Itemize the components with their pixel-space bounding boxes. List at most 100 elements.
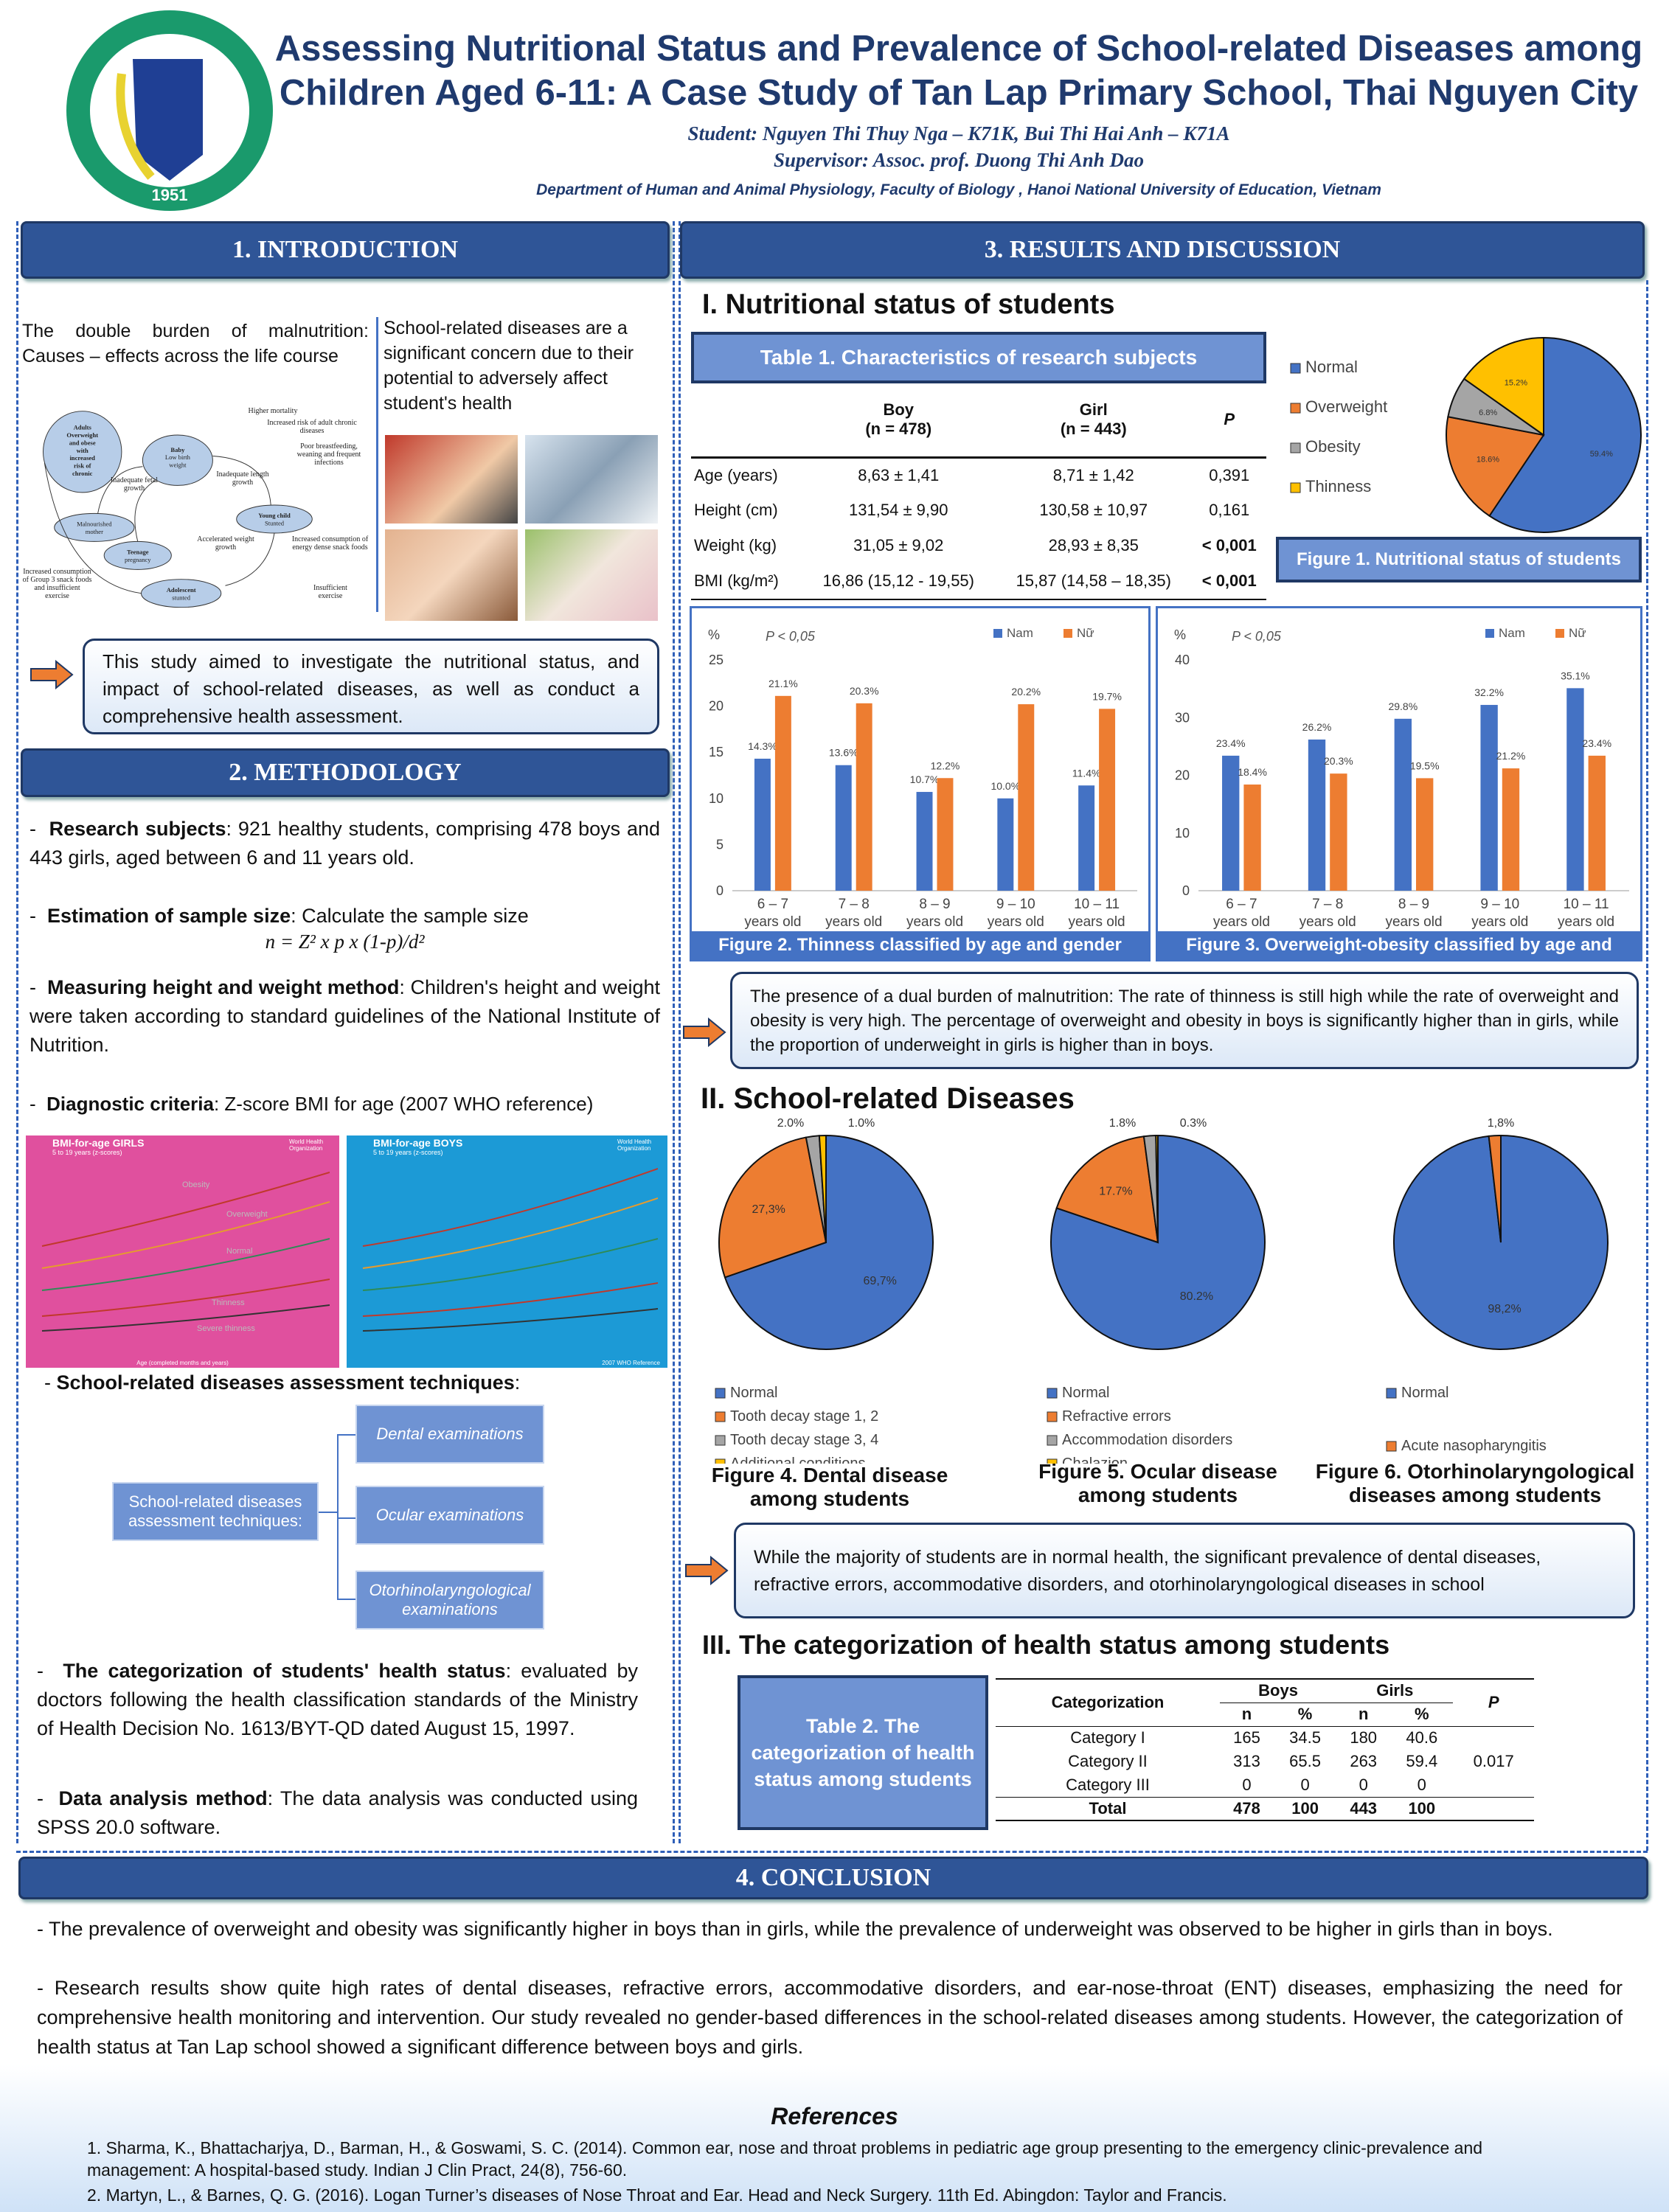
bmi-subtitle: 5 to 19 years (z-scores) xyxy=(52,1149,122,1156)
x-tick-label: 6 – 7 xyxy=(1226,897,1257,912)
diagram-baby: Baby Low birth weight xyxy=(165,446,191,469)
y-tick-label: 30 xyxy=(1175,710,1190,725)
y-tick-label: 5 xyxy=(716,837,724,852)
diagram-label: Increased consumption of Group 3 snack f… xyxy=(22,568,92,600)
bmi-subtitle: 5 to 19 years (z-scores) xyxy=(373,1149,443,1156)
x-tick-label: 6 – 7 xyxy=(757,897,788,912)
data-label: 21.2% xyxy=(1496,750,1526,762)
th-girls: Girls xyxy=(1336,1679,1454,1703)
data-label: 10.7% xyxy=(910,773,940,785)
diagnostic-criteria: - Diagnostic criteria: Z-score BMI for a… xyxy=(30,1093,594,1115)
cell: 0,161 xyxy=(1209,501,1250,519)
legend-label: Obesity xyxy=(1305,437,1361,456)
y-axis-label: % xyxy=(1174,627,1186,642)
table-row: Category I 165 34.5 180 40.6 0.017 xyxy=(996,1726,1534,1770)
cell: 28,93 ± 8,35 xyxy=(1048,536,1139,554)
legend-swatch xyxy=(1290,403,1301,414)
bmi-boys-title: BMI-for-age BOYS xyxy=(373,1137,463,1149)
legend-label: Overweight xyxy=(1305,397,1387,416)
data-label: 59.4% xyxy=(1590,450,1613,459)
y-tick-label: 20 xyxy=(709,699,724,714)
pie-slice xyxy=(1055,1135,1159,1244)
y-tick-label: 0 xyxy=(1182,883,1190,898)
who-logo-text: World Health Organization xyxy=(617,1138,652,1152)
bmi-chart-boys: BMI-for-age BOYS 5 to 19 years (z-scores… xyxy=(347,1135,667,1368)
cell: 40.6 xyxy=(1406,1728,1438,1747)
who-logo-text: World Health Organization xyxy=(289,1138,324,1152)
x-tick-label: years old xyxy=(825,914,882,930)
connector xyxy=(319,1512,337,1513)
callout-malnutrition: The presence of a dual burden of malnutr… xyxy=(730,972,1639,1069)
cell: 0,391 xyxy=(1209,465,1250,484)
diagram-teen: Teenage pregnancy xyxy=(125,549,151,563)
x-tick-label: years old xyxy=(1213,914,1270,930)
divider xyxy=(16,221,18,1843)
cell: Category II xyxy=(1068,1752,1148,1770)
th-n: n xyxy=(1241,1705,1252,1723)
legend-swatch xyxy=(993,629,1002,638)
x-tick-label: 8 – 9 xyxy=(919,897,950,912)
cell: Age (years) xyxy=(694,465,778,484)
cell: 100 xyxy=(1408,1798,1436,1818)
pie-svg: 69,7% 27,3% 2.0% 1.0% Normal Tooth decay stag… xyxy=(715,1117,934,1472)
bar xyxy=(1222,755,1240,891)
cell: 65.5 xyxy=(1289,1752,1321,1770)
callout-diseases: While the majority of students are in no… xyxy=(734,1523,1635,1618)
photo-eye-exam xyxy=(385,435,518,524)
legend-label: Normal xyxy=(1401,1385,1448,1401)
pie-slice xyxy=(1155,1134,1159,1243)
x-tick-label: 7 – 8 xyxy=(839,897,870,912)
technique-ent: Otorhinolaryngological examinations xyxy=(355,1571,544,1630)
col-girl-n: (n = 443) xyxy=(1060,420,1127,439)
cell: Total xyxy=(1089,1798,1127,1818)
th-categorization: Categorization xyxy=(996,1679,1220,1727)
bar xyxy=(937,778,954,891)
figure-6-pie: 98,2% 1,8% Normal Acute nasopharyngitis xyxy=(1357,1117,1652,1464)
bmi-ref: 2007 WHO Reference xyxy=(602,1360,660,1366)
band-label: Thinness xyxy=(212,1298,245,1307)
cell: 130,58 ± 10,97 xyxy=(1039,501,1148,519)
sample-size: - Estimation of sample size: Calculate t… xyxy=(30,905,529,927)
legend-swatch xyxy=(1290,482,1301,493)
pie-svg: 59.4% 18.6% 6.8% 15.2% Normal Overweight Obesi… xyxy=(1290,336,1642,533)
x-tick-label: years old xyxy=(1558,914,1614,930)
legend-label: Thinness xyxy=(1305,477,1371,495)
figure-5-pie: 80.2% 17.7% 1.8% 0.3% Normal Refractive error… xyxy=(1025,1117,1305,1472)
bar xyxy=(916,792,933,891)
diagram-label: Insufficient exercise xyxy=(313,584,347,600)
x-tick-label: years old xyxy=(906,914,963,930)
data-label: 1.8% xyxy=(1109,1117,1136,1130)
legend-label: Additional conditions xyxy=(730,1455,865,1464)
p-value: 0.017 xyxy=(1473,1752,1514,1770)
data-label: 12.2% xyxy=(931,759,960,771)
y-tick-label: 25 xyxy=(709,653,724,667)
x-tick-label: 7 – 8 xyxy=(1312,897,1343,912)
table-row: Height (cm) 131,54 ± 9,90 130,58 ± 10,97 0,… xyxy=(691,493,1266,528)
techniques-root: School-related diseases assessment techn… xyxy=(112,1482,319,1541)
legend-swatch xyxy=(1047,1411,1058,1422)
bar xyxy=(1480,705,1498,891)
cell: 0 xyxy=(1359,1775,1368,1794)
col-boy-n: (n = 478) xyxy=(865,420,932,439)
legend-label: Nữ xyxy=(1569,626,1586,640)
intro-right-text: School-related diseases are a significan… xyxy=(384,318,634,414)
supervisor: Supervisor: Assoc. prof. Duong Thi Anh D… xyxy=(773,149,1145,171)
th-p: P xyxy=(1453,1679,1534,1727)
legend-swatch xyxy=(1555,629,1564,638)
col-girl: Girl xyxy=(1079,400,1108,420)
data-label: 19.5% xyxy=(1410,759,1440,771)
conclusion-heading: 4. CONCLUSION xyxy=(18,1857,1648,1899)
divider xyxy=(679,221,681,1843)
x-tick-label: 10 – 11 xyxy=(1074,897,1120,912)
table-row: Category II 313 65.5 263 59.4 xyxy=(996,1750,1534,1773)
cell: Category I xyxy=(1070,1728,1145,1747)
band-label: Overweight xyxy=(226,1210,268,1219)
col-boy: Boy xyxy=(883,400,915,420)
pie-svg: 98,2% 1,8% Normal Acute nasopharyngitis xyxy=(1386,1117,1609,1454)
legend-swatch xyxy=(1063,629,1072,638)
cell: 263 xyxy=(1350,1752,1378,1770)
cell: 8,63 ± 1,41 xyxy=(858,465,940,484)
col-p: P xyxy=(1224,410,1235,429)
legend-swatch xyxy=(1290,442,1301,453)
section-health-categorization: III. The categorization of health status… xyxy=(702,1630,1390,1660)
